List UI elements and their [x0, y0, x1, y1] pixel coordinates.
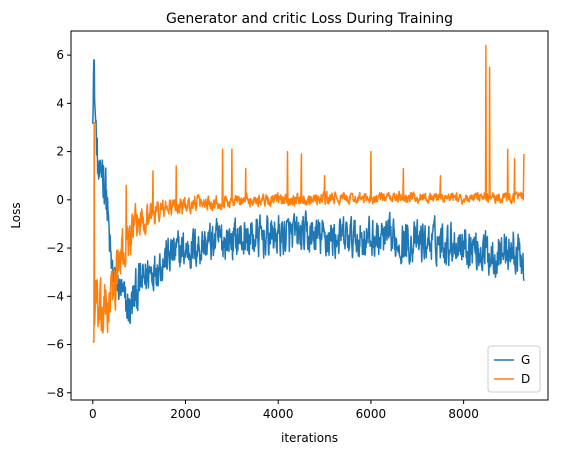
legend: G D [487, 345, 541, 393]
y-tick-label: −6 [46, 338, 64, 352]
y-tick-label: 0 [56, 193, 64, 207]
legend-label-g: G [521, 353, 530, 367]
series-line-d [92, 44, 525, 343]
x-axis: 0 2000 4000 6000 8000 [89, 400, 479, 421]
legend-box [487, 345, 541, 393]
y-axis: −8 −6 −4 −2 0 2 4 6 [46, 48, 71, 400]
legend-label-d: D [521, 372, 530, 386]
y-tick-label: −4 [46, 289, 64, 303]
x-tick-label: 2000 [170, 407, 201, 421]
y-axis-label: Loss [9, 202, 23, 228]
x-tick-label: 6000 [356, 407, 387, 421]
x-tick-label: 4000 [263, 407, 294, 421]
plot-frame [70, 30, 549, 401]
y-tick-label: −2 [46, 241, 64, 255]
y-tick-label: 6 [56, 48, 64, 62]
series-layer [92, 44, 525, 343]
x-tick-label: 8000 [448, 407, 479, 421]
y-tick-label: 4 [56, 96, 64, 110]
x-tick-label: 0 [89, 407, 97, 421]
y-tick-label: −8 [46, 386, 64, 400]
chart-title: Generator and critic Loss During Trainin… [166, 11, 453, 27]
y-tick-label: 2 [56, 145, 64, 159]
series-line-g [92, 59, 525, 325]
x-axis-label: iterations [281, 431, 338, 445]
